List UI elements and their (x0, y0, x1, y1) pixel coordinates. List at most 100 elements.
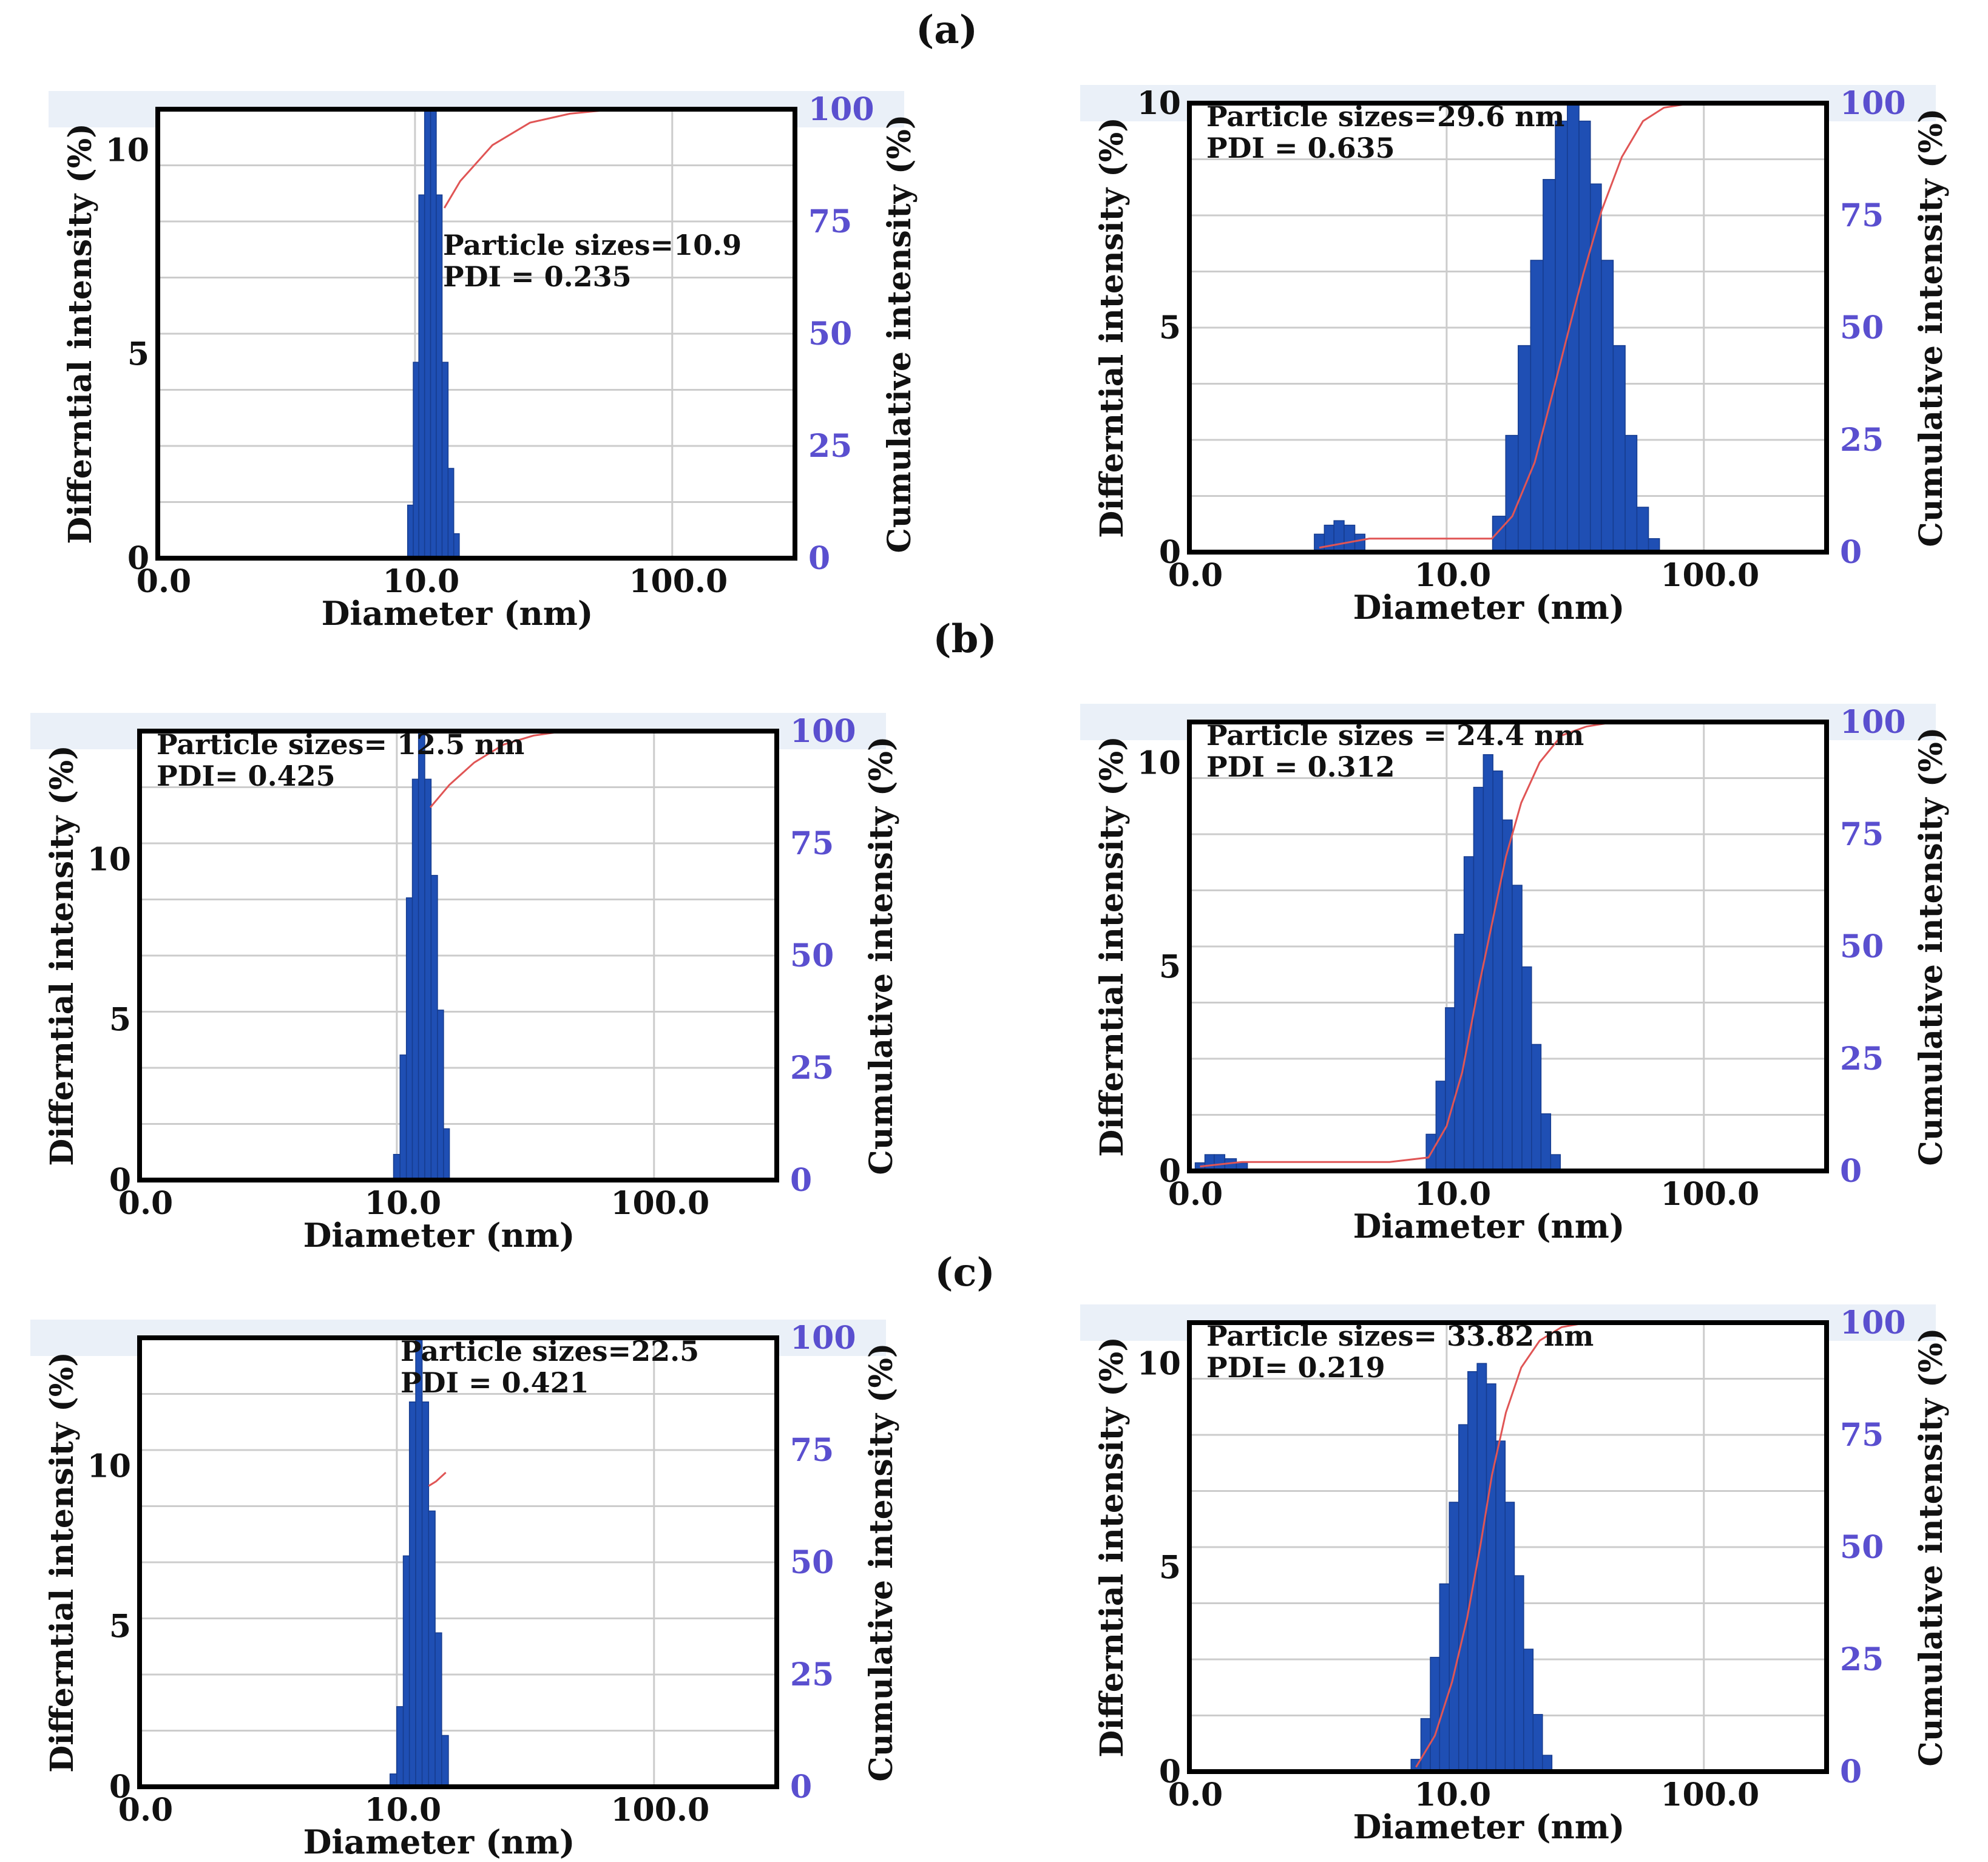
y2-tick-label: 75 (808, 203, 852, 240)
panel-a-left: 0 5 10 0 25 50 75 100 0.0 10.0 100.0 Diameter (nm) D… (36, 85, 947, 633)
y2-tick-label: 100 (1840, 85, 1906, 122)
histogram-bar (1492, 516, 1506, 553)
y-tick-label: 5 (109, 1002, 131, 1039)
histogram-bar (1542, 1755, 1553, 1772)
y2-axis-label: Cumulative intensity (%) (863, 736, 900, 1175)
y2-tick-label: 75 (1840, 816, 1884, 853)
y2-tick-label: 0 (790, 1769, 812, 1806)
plot-frame (137, 729, 779, 1182)
y2-tick-label: 25 (790, 1656, 834, 1693)
y2-tick-label: 100 (790, 713, 856, 750)
histogram-bar (1625, 434, 1638, 553)
y2-tick-label: 50 (1840, 928, 1884, 965)
y2-tick-label: 50 (808, 315, 852, 352)
histogram-bar (424, 109, 431, 559)
histogram-bar (1492, 770, 1503, 1172)
histogram-bar (1612, 345, 1626, 553)
y2-tick-label: 0 (1840, 1753, 1862, 1790)
y-tick-label: 0 (109, 1769, 131, 1806)
y-tick-label: 0 (1159, 534, 1181, 571)
histogram-bar (1589, 183, 1602, 553)
y2-tick-label: 25 (808, 428, 852, 465)
y-tick-label: 10 (106, 132, 149, 169)
annotation-pdi: PDI = 0.421 (401, 1366, 589, 1399)
y2-tick-label: 100 (1840, 704, 1906, 741)
histogram-bar (437, 1010, 444, 1181)
y2-tick-label: 0 (790, 1162, 812, 1199)
x-tick-label: 100.0 (610, 1792, 709, 1829)
annotation-particle-size: Particle sizes=29.6 nm (1206, 100, 1564, 133)
x-axis-label: Diameter (nm) (1353, 1207, 1625, 1246)
y2-tick-label: 50 (790, 937, 834, 974)
x-tick-label: 100.0 (629, 563, 728, 600)
y-tick-label: 10 (1137, 85, 1181, 122)
x-tick-label: 10.0 (365, 1185, 442, 1222)
x-axis-label: Diameter (nm) (1353, 588, 1625, 627)
y-tick-label: 10 (1137, 1345, 1181, 1382)
annotation-particle-size: Particle sizes=10.9 (443, 229, 742, 261)
y-tick-label: 0 (127, 540, 149, 577)
histogram-bar (1214, 1154, 1226, 1172)
x-tick-label: 0.0 (118, 1792, 173, 1829)
histogram-bar (405, 897, 413, 1181)
histogram-bar (1518, 345, 1532, 553)
bars-group (407, 109, 460, 559)
annotation-pdi: PDI = 0.312 (1206, 751, 1395, 783)
histogram-bar (1314, 533, 1325, 553)
y2-tick-label: 75 (790, 1432, 834, 1469)
x-tick-label: 100.0 (1660, 557, 1759, 594)
cumulative-line (1319, 102, 1715, 549)
panel-b-right: 0 5 10 0 25 50 75 100 0.0 10.0 100.0 Diameter (nm) D… (1068, 698, 1978, 1246)
histogram-bar (1495, 1440, 1506, 1772)
y2-axis-label: Cumulative intensity (%) (1913, 108, 1950, 547)
histogram-bar (411, 778, 419, 1181)
x-tick-label: 10.0 (365, 1792, 442, 1829)
y-tick-label: 5 (1159, 949, 1181, 986)
annotation-pdi: PDI = 0.235 (443, 260, 632, 293)
y2-tick-label: 100 (1840, 1304, 1906, 1341)
x-tick-label: 0.0 (1168, 557, 1223, 594)
y-tick-label: 5 (109, 1608, 131, 1645)
plot-frame (1187, 720, 1829, 1173)
y2-tick-label: 75 (1840, 1417, 1884, 1454)
y2-tick-label: 100 (808, 91, 874, 128)
histogram-bar (1333, 520, 1345, 553)
histogram-bar (413, 362, 419, 559)
histogram-bar (408, 1401, 416, 1787)
x-tick-label: 0.0 (118, 1185, 173, 1222)
histogram-bar (1512, 885, 1523, 1172)
histogram-bar (399, 1054, 407, 1181)
histogram-bar (407, 504, 414, 559)
x-axis-label: Diameter (nm) (303, 1216, 575, 1255)
y2-tick-label: 75 (790, 825, 834, 862)
y-tick-label: 0 (109, 1162, 131, 1199)
y2-axis-label: Cumulative intensity (%) (1913, 1327, 1950, 1766)
y-axis-label: Differntial intensity (%) (62, 123, 99, 544)
cumulative-line (428, 1471, 447, 1487)
bars-group (1314, 103, 1660, 553)
histogram-bar (1550, 1154, 1561, 1172)
histogram-bar (1463, 856, 1475, 1172)
y2-tick-label: 25 (790, 1050, 834, 1087)
histogram-bar (1505, 434, 1519, 553)
bars-group (1194, 754, 1561, 1172)
histogram-bar (443, 1128, 450, 1181)
y-tick-label: 0 (1159, 1153, 1181, 1190)
y-axis-label: Differntial intensity (%) (1094, 736, 1131, 1157)
histogram-bar (418, 730, 425, 1181)
x-tick-label: 10.0 (1415, 1176, 1492, 1213)
histogram-bar (1502, 819, 1513, 1172)
y2-axis-label: Cumulative intensity (%) (881, 114, 918, 553)
panel-a-right: 0 5 10 0 25 50 75 100 0.0 10.0 100.0 Diameter (nm) D… (1068, 79, 1978, 627)
plot-frame (155, 107, 797, 561)
histogram-bar (1543, 179, 1556, 553)
x-tick-label: 100.0 (610, 1185, 709, 1222)
histogram-bar (1513, 1575, 1524, 1772)
histogram-bar (1324, 524, 1334, 553)
histogram-bar (1458, 1424, 1469, 1772)
